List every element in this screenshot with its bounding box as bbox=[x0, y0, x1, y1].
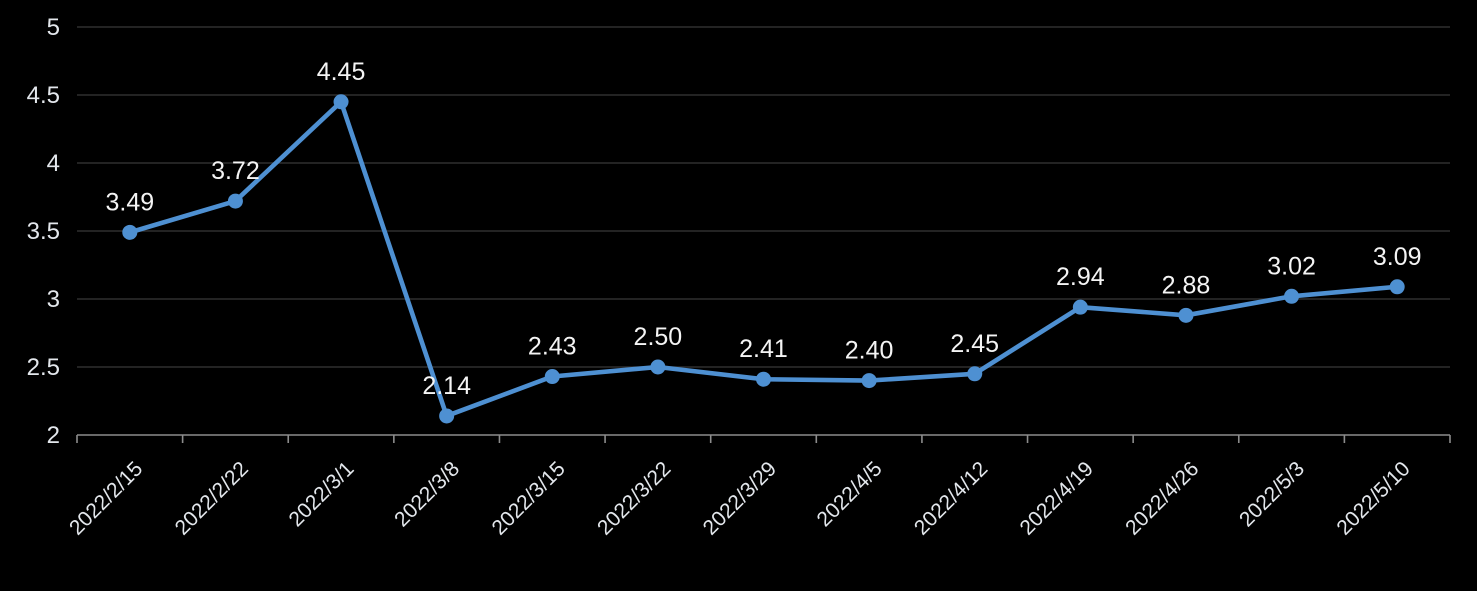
x-axis-tick-label: 2022/4/26 bbox=[1121, 457, 1203, 539]
data-point-marker[interactable] bbox=[122, 224, 138, 240]
x-axis-tick-label: 2022/4/5 bbox=[813, 457, 887, 531]
x-axis-tick-label: 2022/3/1 bbox=[285, 457, 359, 531]
data-point-marker[interactable] bbox=[1389, 279, 1405, 295]
data-point-label: 3.72 bbox=[211, 157, 260, 185]
data-point-label: 2.14 bbox=[422, 372, 471, 400]
data-point-marker[interactable] bbox=[439, 408, 455, 424]
x-axis-tick-label: 2022/2/22 bbox=[171, 457, 253, 539]
data-point-marker[interactable] bbox=[650, 359, 666, 375]
data-point-label: 2.94 bbox=[1056, 263, 1105, 291]
series-line bbox=[127, 99, 1400, 419]
x-axis-tick-label: 2022/2/15 bbox=[65, 457, 147, 539]
data-point-label: 2.45 bbox=[950, 330, 999, 358]
data-point-label: 4.45 bbox=[317, 58, 366, 86]
x-axis-tick-label: 2022/3/22 bbox=[593, 457, 675, 539]
data-point-marker[interactable] bbox=[333, 94, 349, 110]
y-axis-tick-label: 2.5 bbox=[27, 354, 60, 381]
data-point-label: 2.43 bbox=[528, 333, 577, 361]
data-point-label: 2.88 bbox=[1162, 271, 1211, 299]
data-point-marker[interactable] bbox=[756, 371, 771, 387]
x-axis-tick-label: 2022/3/8 bbox=[390, 457, 464, 531]
data-point-label: 3.09 bbox=[1373, 243, 1422, 271]
y-axis-tick-label: 3 bbox=[47, 286, 60, 313]
data-point-marker[interactable] bbox=[1072, 299, 1088, 315]
data-point-marker[interactable] bbox=[967, 366, 983, 382]
x-axis-tick-label: 2022/5/10 bbox=[1332, 457, 1414, 539]
data-point-marker[interactable] bbox=[1178, 307, 1194, 323]
y-axis-tick-label: 2 bbox=[47, 422, 60, 449]
data-point-label: 2.50 bbox=[634, 323, 683, 351]
data-point-marker[interactable] bbox=[1284, 288, 1300, 304]
x-axis-tick-label: 2022/5/3 bbox=[1235, 457, 1309, 531]
y-axis-tick-label: 4.5 bbox=[27, 82, 60, 109]
data-point-marker[interactable] bbox=[544, 369, 560, 385]
y-axis-tick-label: 3.5 bbox=[27, 218, 60, 245]
data-point-marker[interactable] bbox=[861, 373, 877, 389]
y-axis-tick-label: 5 bbox=[47, 14, 60, 41]
data-point-label: 3.02 bbox=[1267, 252, 1316, 280]
data-point-label: 3.49 bbox=[105, 188, 154, 216]
data-point-marker[interactable] bbox=[227, 193, 243, 209]
x-axis-tick-label: 2022/3/29 bbox=[699, 457, 781, 539]
x-axis-tick-label: 2022/3/15 bbox=[487, 457, 569, 539]
y-axis-tick-label: 4 bbox=[47, 150, 60, 177]
x-axis-tick-label: 2022/4/12 bbox=[910, 457, 992, 539]
data-point-label: 2.41 bbox=[739, 335, 788, 363]
x-axis-tick-label: 2022/4/19 bbox=[1016, 457, 1098, 539]
data-point-label: 2.40 bbox=[845, 337, 894, 365]
